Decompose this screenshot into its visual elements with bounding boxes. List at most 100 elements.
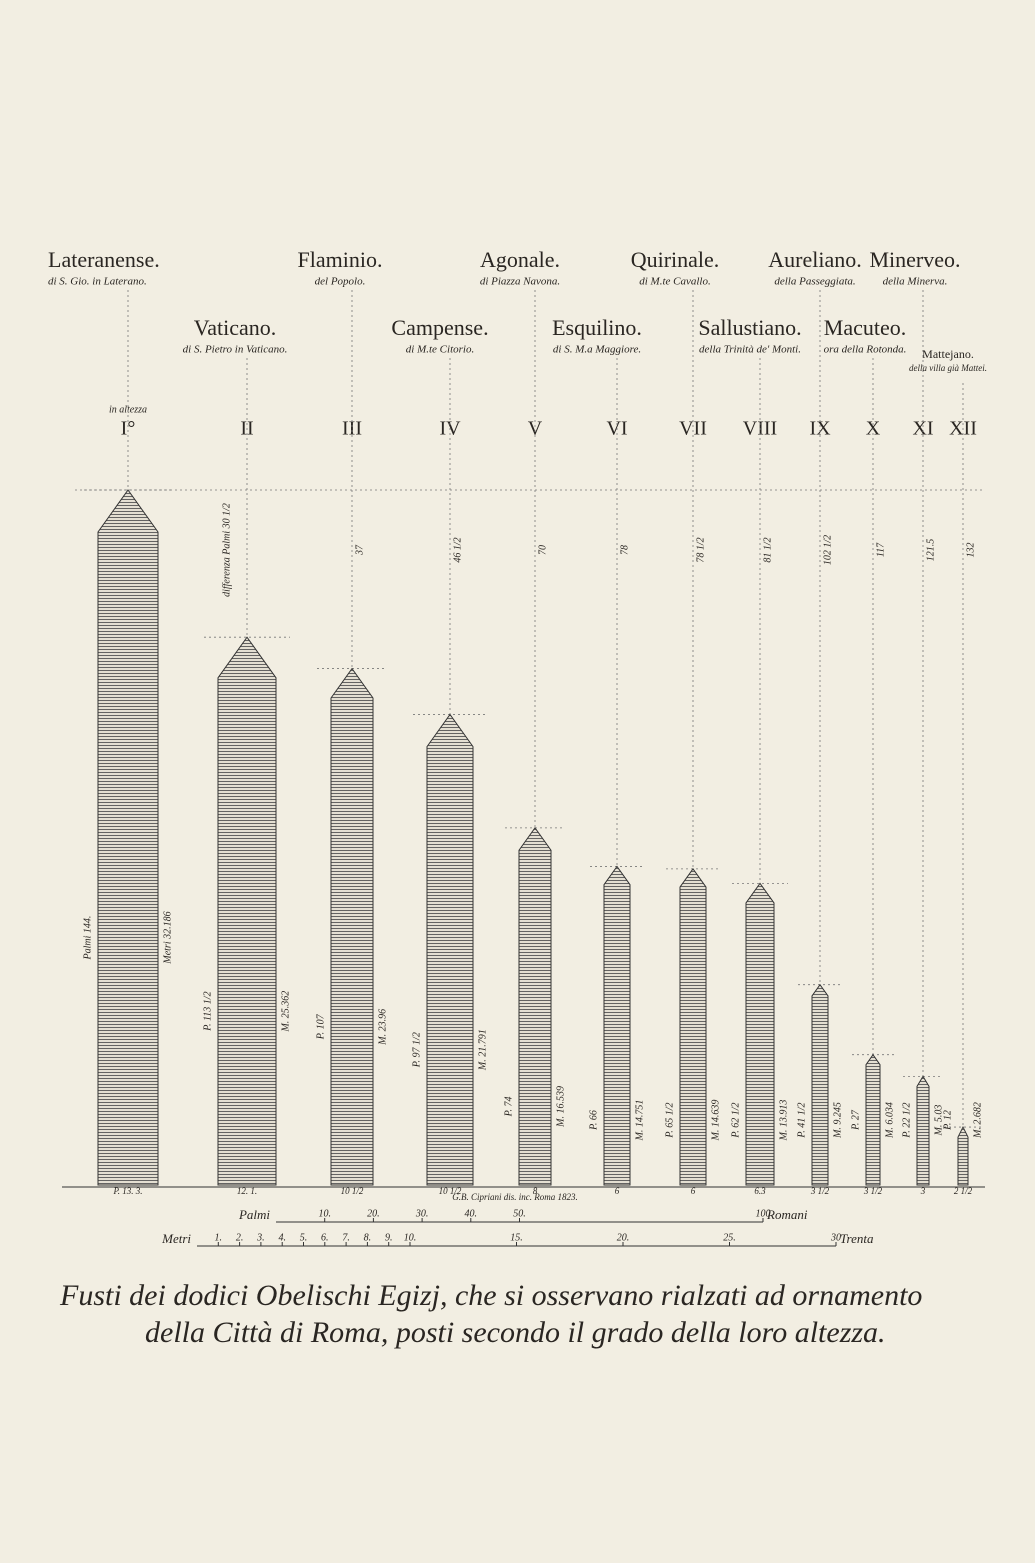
obelisk-location: del Popolo. bbox=[315, 276, 366, 288]
obelisk bbox=[217, 636, 277, 1186]
base-label: 10 1/2 bbox=[439, 1186, 462, 1196]
base-label: 6.3 bbox=[754, 1186, 766, 1196]
numeral: III bbox=[342, 418, 362, 440]
scale-tick-label: 1. bbox=[215, 1232, 223, 1243]
height-label: Palmi 144. bbox=[82, 916, 93, 961]
scale-label: Metri bbox=[161, 1231, 191, 1246]
height-label: P. 27 bbox=[850, 1109, 861, 1131]
obelisk bbox=[603, 865, 631, 1186]
base-label: 3 1/2 bbox=[863, 1186, 883, 1196]
header-note: in altezza bbox=[109, 404, 147, 415]
obelisk-location: della Passeggiata. bbox=[774, 276, 855, 288]
scale-label: Palmi bbox=[238, 1207, 270, 1222]
obelisk-name: Campense. bbox=[391, 315, 488, 340]
metres-label: M. 6.034 bbox=[884, 1102, 895, 1139]
metres-label: M. 23.96 bbox=[377, 1009, 388, 1046]
difference-label: 132 bbox=[965, 543, 976, 558]
scale-tick-label: 9. bbox=[385, 1232, 393, 1243]
difference-label: 78 bbox=[619, 545, 630, 555]
obelisk bbox=[916, 1075, 930, 1186]
base-label: 10 1/2 bbox=[341, 1186, 364, 1196]
scale-tick-label: 2. bbox=[236, 1232, 244, 1243]
obelisk-location: della villa già Mattei. bbox=[909, 363, 987, 373]
base-label: 8 bbox=[533, 1186, 538, 1196]
difference-label: 81 1/2 bbox=[762, 537, 773, 562]
metres-label: M. 14.639 bbox=[710, 1100, 721, 1142]
obelisk-name: Lateranense. bbox=[48, 247, 160, 272]
obelisk-name: Minerveo. bbox=[869, 247, 960, 272]
obelisk bbox=[97, 489, 159, 1186]
difference-label: 78 1/2 bbox=[695, 537, 706, 562]
height-label: P. 12 bbox=[942, 1110, 953, 1131]
obelisk-name: Flaminio. bbox=[298, 247, 383, 272]
difference-label: 117 bbox=[875, 542, 886, 557]
base-label: P. 13. 3. bbox=[112, 1186, 142, 1196]
scale-tick-label: 20. bbox=[367, 1208, 380, 1219]
metres-label: M. 25.362 bbox=[280, 991, 291, 1033]
caption-line: Fusti dei dodici Obelischi Egizj, che si… bbox=[59, 1279, 922, 1312]
obelisk bbox=[865, 1053, 881, 1186]
height-label: P. 22 1/2 bbox=[901, 1102, 912, 1138]
obelisk-location: della Trinità de' Monti. bbox=[699, 344, 801, 356]
obelisk bbox=[330, 667, 374, 1186]
height-label: P. 66 bbox=[588, 1110, 599, 1131]
height-label: P. 62 1/2 bbox=[730, 1102, 741, 1138]
difference-label: 121.5 bbox=[925, 539, 936, 562]
credit: G.B. Cipriani dis. inc. Roma 1823. bbox=[452, 1192, 578, 1202]
base-label: 6 bbox=[615, 1186, 620, 1196]
scale-tick-label: 30. bbox=[415, 1208, 429, 1219]
obelisk-location: di S. Gio. in Laterano. bbox=[48, 276, 147, 288]
scale-tick-label: 100 bbox=[756, 1208, 771, 1219]
caption-line: della Città di Roma, posti secondo il gr… bbox=[145, 1316, 886, 1349]
obelisk bbox=[426, 713, 474, 1186]
metres-label: M. 16.539 bbox=[555, 1086, 566, 1128]
obelisk-name: Mattejano. bbox=[922, 347, 974, 361]
obelisk-name: Quirinale. bbox=[631, 247, 720, 272]
numeral: XI bbox=[912, 418, 933, 440]
scale-tick-label: 5. bbox=[300, 1232, 308, 1243]
scale-tick-label: 7. bbox=[342, 1232, 350, 1243]
scale-tick-label: 8. bbox=[364, 1232, 372, 1243]
scale-unit: Trenta bbox=[840, 1231, 874, 1246]
difference-label: 37 bbox=[354, 544, 365, 556]
base-label: 6 bbox=[691, 1186, 696, 1196]
base-label: 2 1/2 bbox=[954, 1186, 973, 1196]
obelisk-location: di S. Pietro in Vaticano. bbox=[183, 344, 288, 356]
scale-tick-label: 30 bbox=[830, 1232, 841, 1243]
obelisk bbox=[745, 882, 775, 1186]
metres-label: M. 21.791 bbox=[477, 1029, 488, 1071]
scale-tick-label: 15. bbox=[510, 1232, 523, 1243]
metres-label: M. 5.03 bbox=[933, 1105, 944, 1137]
metres-label: M. 2.682 bbox=[972, 1102, 983, 1139]
metres-label: Metri 32.186 bbox=[162, 911, 173, 964]
scale-tick-label: 25. bbox=[723, 1232, 736, 1243]
difference-label: 102 1/2 bbox=[822, 535, 833, 565]
base-label: 3 1/2 bbox=[810, 1186, 830, 1196]
height-label: P. 113 1/2 bbox=[202, 991, 213, 1031]
base-label: 12. 1. bbox=[237, 1186, 257, 1196]
obelisk-location: di Piazza Navona. bbox=[480, 276, 560, 288]
scale-unit: Romani bbox=[766, 1207, 808, 1222]
metres-label: M. 13.913 bbox=[778, 1100, 789, 1142]
obelisk bbox=[518, 826, 552, 1186]
height-label: P. 97 1/2 bbox=[411, 1032, 422, 1068]
obelisk-name: Sallustiano. bbox=[698, 315, 801, 340]
scale-tick-label: 10. bbox=[318, 1208, 331, 1219]
obelisk-location: di M.te Citorio. bbox=[406, 344, 474, 356]
obelisk-location: della Minerva. bbox=[883, 276, 948, 288]
numeral: I° bbox=[121, 418, 136, 440]
scale-tick-label: 10. bbox=[404, 1232, 417, 1243]
difference-label: differenza Palmi 30 1/2 bbox=[221, 503, 232, 597]
height-label: P. 65 1/2 bbox=[664, 1102, 675, 1138]
height-label: P. 41 1/2 bbox=[796, 1102, 807, 1138]
scale-tick-label: 4. bbox=[278, 1232, 286, 1243]
scale-tick-label: 20. bbox=[617, 1232, 630, 1243]
obelisk-location: di S. M.a Maggiore. bbox=[553, 344, 641, 356]
obelisk bbox=[957, 1125, 969, 1186]
numeral: V bbox=[528, 418, 543, 440]
obelisk-name: Aureliano. bbox=[768, 247, 861, 272]
scale-tick-label: 50. bbox=[513, 1208, 526, 1219]
metres-label: M. 14.751 bbox=[634, 1100, 645, 1142]
scale-tick-label: 3. bbox=[256, 1232, 265, 1243]
height-label: P. 107 bbox=[315, 1013, 326, 1040]
